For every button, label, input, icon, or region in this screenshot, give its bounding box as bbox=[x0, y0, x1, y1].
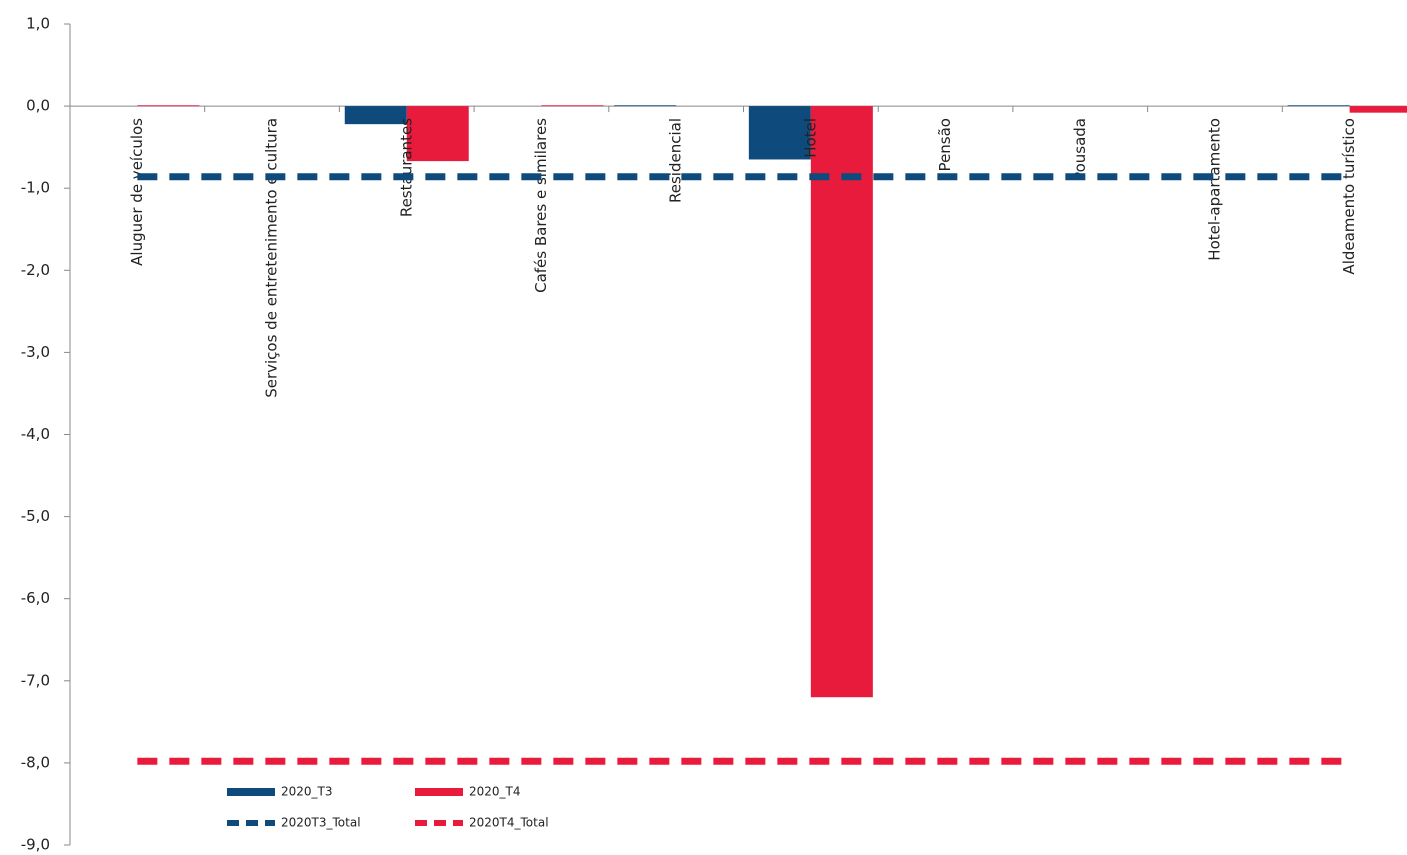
bar bbox=[541, 105, 604, 107]
legend-label: 2020T3_Total bbox=[281, 816, 361, 830]
y-tick-label: -4,0 bbox=[21, 425, 50, 443]
x-tick-label: Aldeamento turístico bbox=[1340, 118, 1358, 275]
y-tick-label: -5,0 bbox=[21, 507, 50, 525]
y-tick-label: -7,0 bbox=[21, 671, 50, 689]
y-tick-label: -6,0 bbox=[21, 589, 50, 607]
y-tick-label: -2,0 bbox=[21, 261, 50, 279]
x-tick-label: Pousada bbox=[1071, 118, 1089, 181]
x-tick-label: Residencial bbox=[667, 118, 685, 203]
legend-swatch bbox=[227, 788, 275, 796]
y-tick-label: -3,0 bbox=[21, 343, 50, 361]
x-tick-label: Hotel bbox=[801, 118, 819, 158]
x-tick-label: Serviços de entretenimento e cultura bbox=[263, 118, 281, 398]
bar bbox=[1349, 106, 1407, 113]
legend-swatch bbox=[415, 788, 463, 796]
x-tick-label: Restaurantes bbox=[397, 118, 415, 217]
y-tick-label: -9,0 bbox=[21, 836, 50, 854]
bar bbox=[614, 105, 677, 107]
x-tick-label: Hotel-apartamento bbox=[1205, 118, 1223, 261]
bar bbox=[344, 106, 407, 125]
legend-label: 2020T4_Total bbox=[469, 816, 549, 830]
bar bbox=[406, 106, 469, 162]
y-tick-label: -8,0 bbox=[21, 753, 50, 771]
bar bbox=[748, 106, 811, 160]
x-tick-label: Cafés Bares e similares bbox=[532, 118, 550, 293]
x-tick-label: Pensão bbox=[936, 118, 954, 171]
bar bbox=[137, 105, 200, 107]
y-tick-label: 0,0 bbox=[26, 97, 50, 115]
y-tick-label: -1,0 bbox=[21, 179, 50, 197]
bar bbox=[1287, 105, 1350, 107]
bar bbox=[810, 106, 873, 698]
legend-label: 2020_T3 bbox=[281, 785, 333, 799]
x-tick-label: Aluguer de veículos bbox=[128, 118, 146, 266]
legend-label: 2020_T4 bbox=[469, 785, 521, 799]
y-tick-label: 1,0 bbox=[26, 15, 50, 33]
